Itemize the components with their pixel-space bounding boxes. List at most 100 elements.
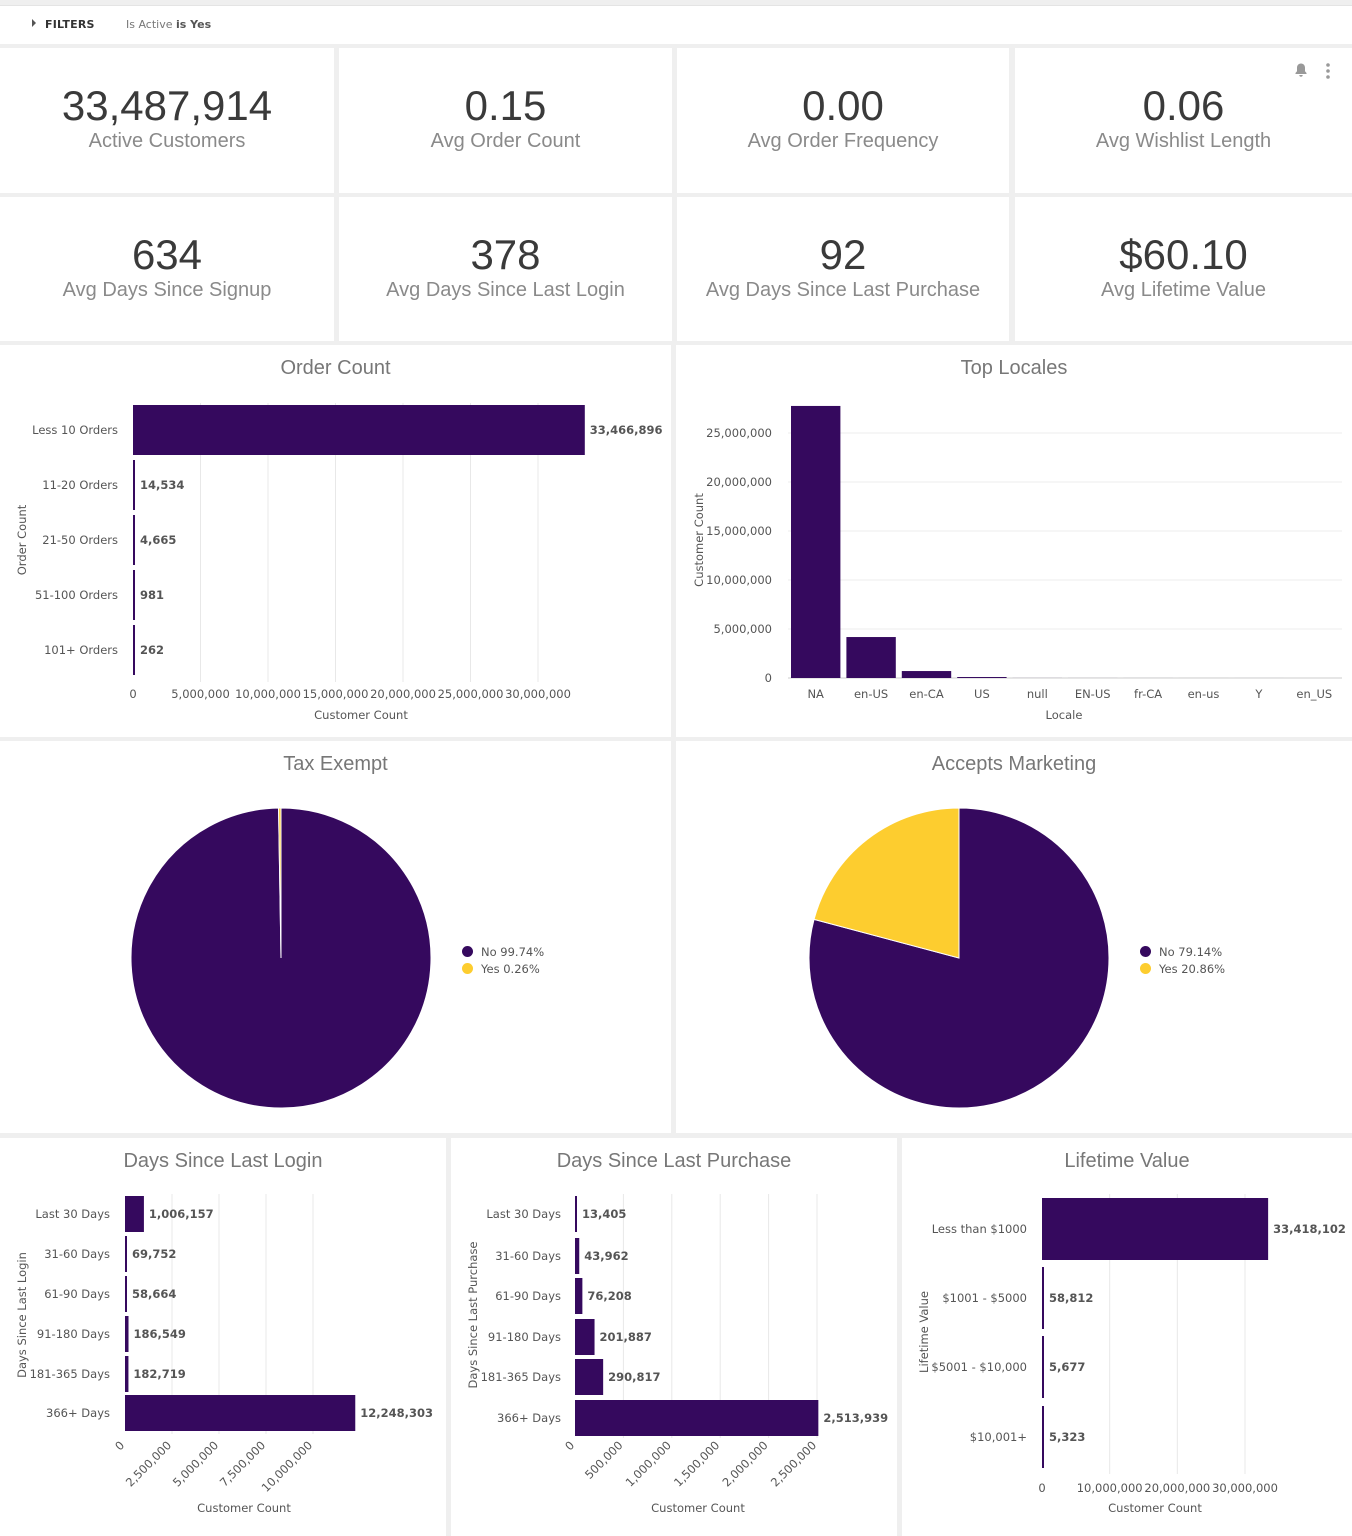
tick-label: 0	[562, 1438, 577, 1453]
kpi-value: 33,487,914	[61, 82, 273, 129]
category-label: Less 10 Orders	[32, 423, 118, 437]
kpi-tile: 634 Avg Days Since Signup	[0, 197, 334, 341]
category-label: 366+ Days	[46, 1406, 110, 1420]
tick-label: 500,000	[582, 1438, 626, 1482]
order-count-panel: Order Count 0 5,000,000 10,000,000 15,000,0…	[0, 345, 671, 737]
value-label: 262	[140, 643, 164, 657]
kpi-value: $60.10	[1119, 231, 1248, 278]
bar	[1042, 1198, 1269, 1260]
category-label: Less than $1000	[932, 1222, 1027, 1236]
bar	[575, 1238, 580, 1274]
pie-slice-yes	[813, 807, 960, 959]
value-label: 69,752	[132, 1247, 176, 1261]
x-axis-title: Locale	[1046, 708, 1083, 722]
chart-title: Lifetime Value	[1064, 1150, 1190, 1172]
bar	[575, 1196, 577, 1232]
kpi-tile: 33,487,914 Active Customers	[0, 48, 334, 193]
bar	[791, 405, 841, 678]
bar	[575, 1400, 819, 1436]
bar	[125, 1276, 127, 1312]
tick-label: 20,000,000	[370, 687, 436, 701]
legend-item-no[interactable]: No 99.74%	[462, 943, 544, 960]
kpi-tile: 0.00 Avg Order Frequency	[677, 48, 1009, 193]
bar	[125, 1356, 129, 1392]
value-label: 33,418,102	[1273, 1222, 1346, 1236]
category-label: 21-50 Orders	[42, 533, 118, 547]
category-label: 181-365 Days	[30, 1367, 110, 1381]
legend-swatch	[1140, 963, 1151, 974]
category-label: NA	[807, 687, 824, 701]
legend-item-yes[interactable]: Yes 20.86%	[1140, 960, 1225, 977]
chart-title: Days Since Last Login	[123, 1150, 323, 1172]
value-label: 14,534	[140, 478, 184, 492]
active-filter[interactable]: Is Active is Yes	[126, 18, 211, 31]
bell-icon[interactable]	[1293, 62, 1309, 82]
tax-exempt-pie	[130, 807, 432, 1109]
tick-label: 0	[129, 687, 136, 701]
kpi-label: Avg Order Frequency	[747, 130, 939, 152]
pie-slice-no	[808, 807, 1110, 1109]
value-label: 58,664	[132, 1287, 176, 1301]
chart-title: Accepts Marketing	[931, 753, 1097, 775]
category-label: 366+ Days	[497, 1411, 561, 1425]
bar	[1042, 1406, 1044, 1468]
kpi-value: 378	[470, 231, 541, 278]
legend: No 79.14% Yes 20.86%	[1140, 943, 1225, 977]
kpi-label: Avg Lifetime Value	[1101, 279, 1266, 301]
bar	[125, 1196, 144, 1232]
pie-slice-yes	[278, 807, 282, 959]
legend-label: No 99.74%	[481, 944, 545, 959]
legend-label: No 79.14%	[1159, 944, 1223, 959]
kpi-label: Avg Days Since Last Purchase	[705, 279, 981, 301]
bar	[133, 405, 585, 455]
legend-swatch	[1140, 946, 1151, 957]
filter-field: Is Active	[126, 18, 173, 31]
bar	[575, 1319, 595, 1355]
lifetime-value-panel: Lifetime Value 0 10,000,000 20,000,000 30,0…	[902, 1138, 1352, 1536]
legend-item-yes[interactable]: Yes 0.26%	[462, 960, 544, 977]
legend-label: Yes 20.86%	[1159, 961, 1226, 976]
value-label: 1,006,157	[149, 1207, 214, 1221]
tick-label: 15,000,000	[706, 524, 772, 538]
tick-label: 0	[765, 671, 772, 685]
value-label: 43,962	[584, 1249, 628, 1263]
chart-title: Days Since Last Purchase	[556, 1150, 792, 1172]
tick-label: 1,000,000	[623, 1438, 674, 1489]
kpi-tile: 0.15 Avg Order Count	[339, 48, 672, 193]
tick-label: 10,000,000	[706, 573, 772, 587]
legend-item-no[interactable]: No 79.14%	[1140, 943, 1225, 960]
tick-label: 5,000,000	[170, 1438, 221, 1489]
order-count-chart: 0 5,000,000 10,000,000 15,000,000 20,000,000…	[15, 403, 663, 722]
tick-label: 30,000,000	[1212, 1481, 1278, 1495]
category-label: Last 30 Days	[35, 1207, 110, 1221]
category-label: US	[974, 687, 990, 701]
x-axis-title: Customer Count	[651, 1501, 745, 1515]
category-label: 61-90 Days	[495, 1289, 561, 1303]
kpi-tile: 0.06 Avg Wishlist Length	[1015, 48, 1352, 193]
bar	[125, 1236, 127, 1272]
kebab-menu-icon[interactable]	[1325, 63, 1331, 83]
days-since-purchase-chart: 0 500,0001,000,0001,500,0002,000,0002,500…	[466, 1194, 888, 1515]
category-label: EN-US	[1075, 687, 1111, 701]
bar	[1042, 1267, 1044, 1329]
category-label: 51-100 Orders	[35, 588, 118, 602]
kpi-value: 0.06	[1142, 82, 1225, 129]
category-label: Last 30 Days	[486, 1207, 561, 1221]
bar	[133, 460, 135, 510]
category-label: en_US	[1296, 687, 1332, 701]
category-label: $5001 - $10,000	[931, 1360, 1027, 1374]
bar	[846, 637, 896, 678]
tick-label: 0	[1038, 1481, 1045, 1495]
x-axis-title: Customer Count	[197, 1501, 291, 1515]
kpi-label: Avg Days Since Last Login	[386, 279, 625, 301]
days-since-login-panel: Days Since Last Login 0 2,500,000 5,000,00…	[0, 1138, 446, 1536]
chart-title: Tax Exempt	[283, 753, 388, 775]
category-label: 31-60 Days	[44, 1247, 110, 1261]
bar	[1042, 1336, 1044, 1398]
filters-toggle[interactable]: FILTERS	[45, 18, 95, 31]
y-axis-title: Order Count	[15, 504, 29, 575]
value-label: 2,513,939	[823, 1411, 888, 1425]
expand-triangle-icon[interactable]	[32, 19, 36, 27]
category-label: 31-60 Days	[495, 1249, 561, 1263]
category-label: fr-CA	[1134, 687, 1162, 701]
